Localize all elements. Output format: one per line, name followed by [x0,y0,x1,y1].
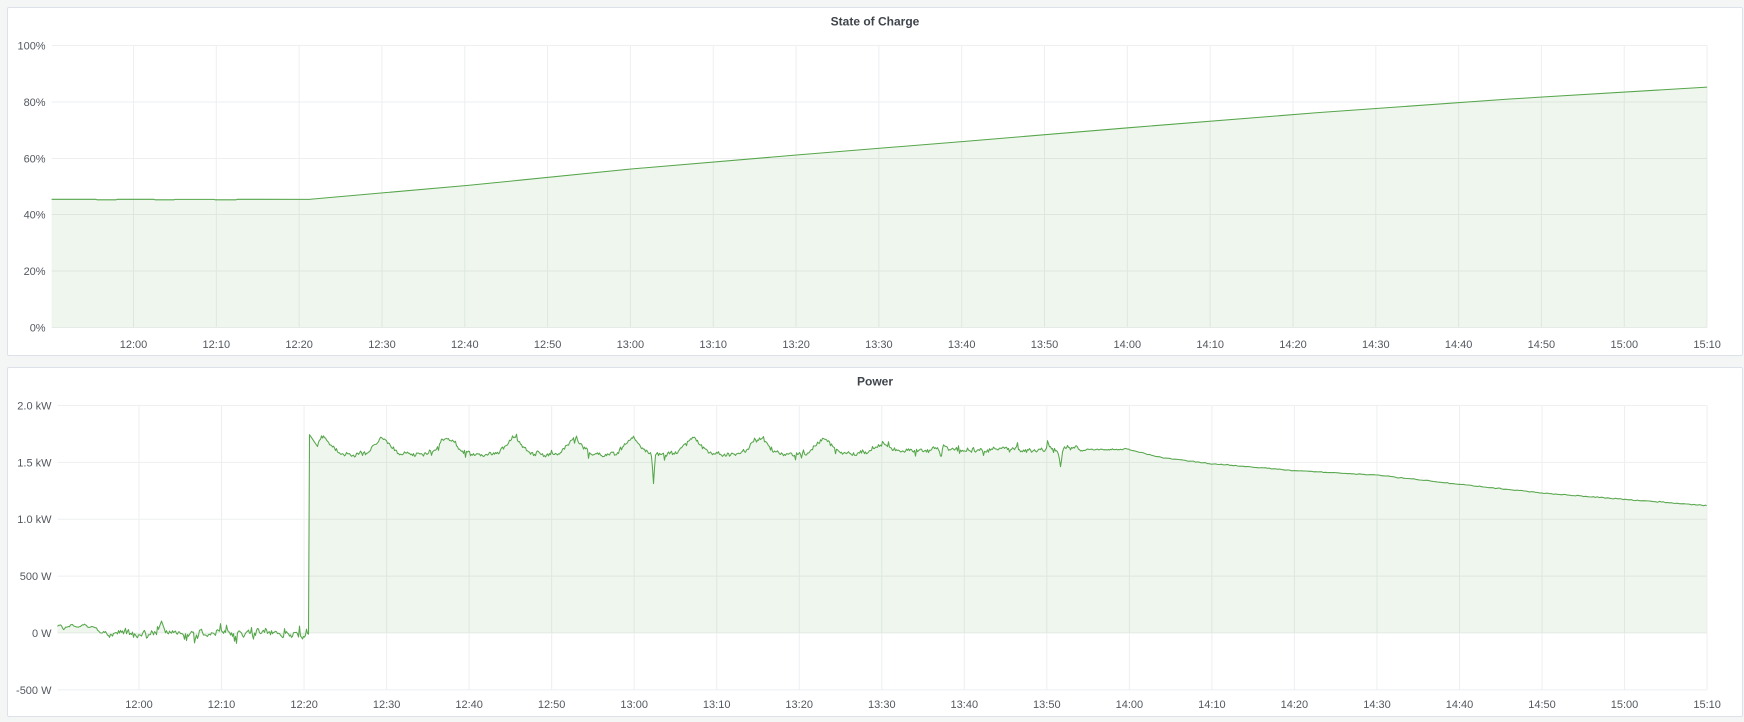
svg-text:14:50: 14:50 [1528,699,1556,711]
svg-text:1.5 kW: 1.5 kW [17,457,52,469]
svg-text:14:50: 14:50 [1528,339,1556,351]
svg-text:13:50: 13:50 [1031,339,1059,351]
svg-text:12:50: 12:50 [538,699,566,711]
svg-text:60%: 60% [24,153,46,165]
svg-text:0%: 0% [30,322,46,334]
svg-text:12:40: 12:40 [455,699,483,711]
svg-text:1.0 kW: 1.0 kW [17,514,52,526]
svg-text:14:20: 14:20 [1279,339,1307,351]
svg-text:12:20: 12:20 [290,699,318,711]
svg-text:15:00: 15:00 [1611,339,1639,351]
svg-text:40%: 40% [24,209,46,221]
svg-text:15:10: 15:10 [1693,339,1721,351]
svg-text:13:10: 13:10 [703,699,731,711]
svg-text:15:10: 15:10 [1693,699,1721,711]
svg-text:13:10: 13:10 [699,339,727,351]
svg-text:13:40: 13:40 [948,339,976,351]
svg-text:13:20: 13:20 [782,339,810,351]
svg-text:13:40: 13:40 [951,699,979,711]
svg-text:13:00: 13:00 [620,699,648,711]
svg-text:2.0 kW: 2.0 kW [17,400,52,412]
svg-text:12:20: 12:20 [285,339,313,351]
svg-text:12:10: 12:10 [203,339,231,351]
svg-text:Power: Power [857,375,893,389]
svg-text:14:10: 14:10 [1198,699,1226,711]
svg-text:100%: 100% [17,40,45,52]
svg-text:12:30: 12:30 [373,699,401,711]
svg-text:12:10: 12:10 [208,699,236,711]
svg-text:14:00: 14:00 [1114,339,1142,351]
svg-text:13:20: 13:20 [785,699,813,711]
svg-text:State of Charge: State of Charge [831,15,920,29]
svg-text:14:30: 14:30 [1362,339,1390,351]
svg-text:13:50: 13:50 [1033,699,1061,711]
svg-text:0 W: 0 W [32,628,52,640]
svg-text:13:30: 13:30 [865,339,893,351]
svg-text:80%: 80% [24,97,46,109]
svg-text:14:40: 14:40 [1445,339,1473,351]
svg-text:-500 W: -500 W [16,685,52,697]
svg-text:15:00: 15:00 [1611,699,1639,711]
svg-text:14:40: 14:40 [1446,699,1474,711]
svg-text:20%: 20% [24,266,46,278]
svg-text:14:20: 14:20 [1281,699,1309,711]
svg-text:14:00: 14:00 [1116,699,1144,711]
svg-text:12:40: 12:40 [451,339,479,351]
svg-text:12:00: 12:00 [120,339,148,351]
svg-text:500 W: 500 W [20,571,52,583]
svg-text:14:30: 14:30 [1363,699,1391,711]
svg-text:13:30: 13:30 [868,699,896,711]
svg-text:12:50: 12:50 [534,339,562,351]
svg-text:14:10: 14:10 [1196,339,1224,351]
svg-text:13:00: 13:00 [617,339,645,351]
svg-text:12:00: 12:00 [125,699,153,711]
svg-text:12:30: 12:30 [368,339,396,351]
